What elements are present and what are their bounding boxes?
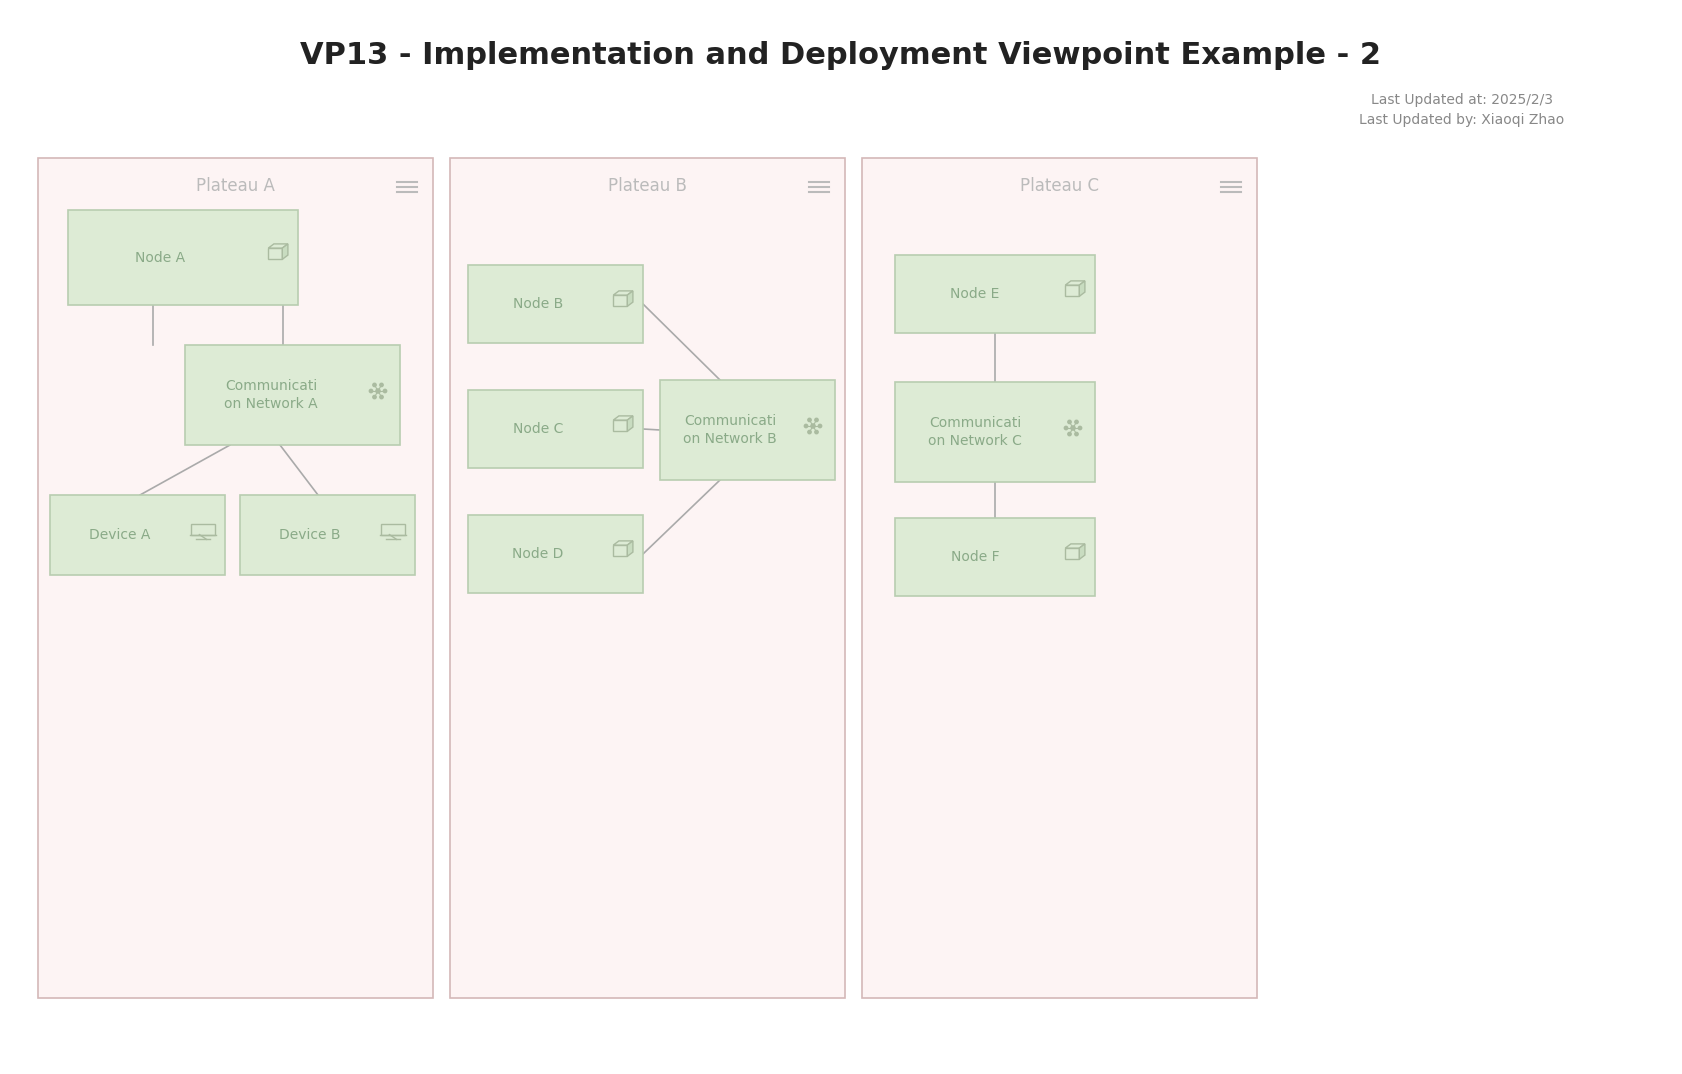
Text: VP13 - Implementation and Deployment Viewpoint Example - 2: VP13 - Implementation and Deployment Vie… xyxy=(301,41,1381,70)
Text: Plateau A: Plateau A xyxy=(197,177,274,195)
FancyBboxPatch shape xyxy=(50,495,225,575)
Polygon shape xyxy=(614,416,632,420)
Circle shape xyxy=(370,389,373,393)
Circle shape xyxy=(1068,420,1071,423)
FancyBboxPatch shape xyxy=(895,518,1095,596)
Polygon shape xyxy=(614,291,632,295)
Circle shape xyxy=(807,418,811,422)
Text: Node C: Node C xyxy=(513,422,563,436)
FancyBboxPatch shape xyxy=(895,255,1095,333)
Text: Node E: Node E xyxy=(950,287,999,301)
Circle shape xyxy=(1068,433,1071,436)
Text: Node F: Node F xyxy=(950,550,999,564)
Text: Plateau B: Plateau B xyxy=(609,177,686,195)
Circle shape xyxy=(814,418,817,422)
FancyBboxPatch shape xyxy=(241,495,415,575)
Polygon shape xyxy=(1080,281,1085,296)
Polygon shape xyxy=(1065,548,1080,560)
Circle shape xyxy=(1078,426,1082,430)
Polygon shape xyxy=(627,416,632,432)
Text: Communicati
on Network A: Communicati on Network A xyxy=(224,379,318,411)
Text: Last Updated by: Xiaoqi Zhao: Last Updated by: Xiaoqi Zhao xyxy=(1359,113,1564,127)
FancyBboxPatch shape xyxy=(67,211,298,305)
Text: Device B: Device B xyxy=(279,528,341,542)
Polygon shape xyxy=(614,546,627,556)
Polygon shape xyxy=(1065,285,1080,296)
Text: Plateau C: Plateau C xyxy=(1019,177,1098,195)
Text: Communicati
on Network C: Communicati on Network C xyxy=(928,416,1023,448)
FancyBboxPatch shape xyxy=(451,158,844,998)
Text: Node B: Node B xyxy=(513,297,563,311)
Text: Node A: Node A xyxy=(135,250,185,264)
Circle shape xyxy=(373,383,377,387)
Polygon shape xyxy=(627,541,632,556)
Polygon shape xyxy=(614,541,632,546)
Polygon shape xyxy=(1065,543,1085,548)
FancyBboxPatch shape xyxy=(468,265,643,343)
Polygon shape xyxy=(283,244,288,259)
Circle shape xyxy=(380,395,383,398)
Circle shape xyxy=(811,424,816,429)
Circle shape xyxy=(804,424,807,427)
Polygon shape xyxy=(1065,281,1085,285)
Circle shape xyxy=(1075,420,1078,423)
Polygon shape xyxy=(269,244,288,248)
Text: Device A: Device A xyxy=(89,528,151,542)
FancyBboxPatch shape xyxy=(895,382,1095,482)
Text: Node D: Node D xyxy=(513,547,563,561)
Circle shape xyxy=(807,431,811,434)
Circle shape xyxy=(1075,433,1078,436)
Circle shape xyxy=(380,383,383,387)
Circle shape xyxy=(373,395,377,398)
FancyBboxPatch shape xyxy=(659,380,834,480)
FancyBboxPatch shape xyxy=(861,158,1256,998)
Circle shape xyxy=(819,424,822,427)
FancyBboxPatch shape xyxy=(39,158,432,998)
Circle shape xyxy=(1065,426,1068,430)
Text: Last Updated at: 2025/2/3: Last Updated at: 2025/2/3 xyxy=(1371,93,1552,107)
FancyBboxPatch shape xyxy=(468,390,643,468)
Polygon shape xyxy=(614,295,627,306)
Circle shape xyxy=(814,431,817,434)
Circle shape xyxy=(1071,426,1075,430)
Polygon shape xyxy=(627,291,632,306)
Polygon shape xyxy=(269,248,283,259)
Text: Communicati
on Network B: Communicati on Network B xyxy=(683,413,777,446)
Polygon shape xyxy=(1080,543,1085,560)
Circle shape xyxy=(383,389,387,393)
Polygon shape xyxy=(614,420,627,432)
FancyBboxPatch shape xyxy=(185,345,400,445)
Circle shape xyxy=(375,389,380,393)
FancyBboxPatch shape xyxy=(468,516,643,593)
